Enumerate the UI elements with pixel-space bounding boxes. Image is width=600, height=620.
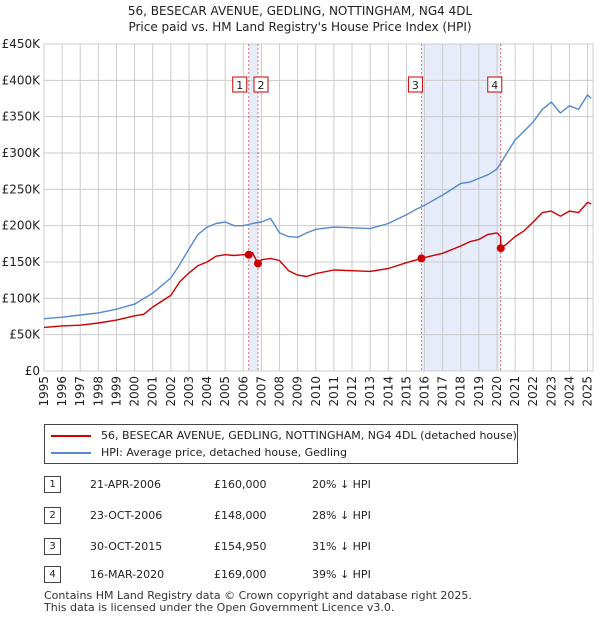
row-price: £160,000 (214, 478, 267, 491)
table-row: 2 23-OCT-2006 £148,000 28% ↓ HPI (44, 507, 564, 527)
sale-label-box (232, 76, 248, 93)
x-tick-label: 1995 (37, 376, 51, 407)
hpi-series-line (43, 94, 592, 320)
x-tick-label: 1998 (91, 376, 105, 407)
footer-line-licence: This data is licensed under the Open Gov… (44, 601, 395, 614)
y-tick-label: £450K (2, 37, 42, 51)
y-tick-label: £100K (2, 291, 42, 305)
y-tick-label: £200K (2, 219, 42, 233)
x-tick-label: 2003 (182, 376, 196, 407)
row-number: 2 (44, 507, 61, 524)
y-tick-label: £300K (2, 146, 42, 160)
x-tick-label: 2006 (236, 376, 250, 407)
x-tick-label: 2022 (526, 376, 540, 407)
x-tick-label: 2023 (544, 376, 558, 407)
table-row: 3 30-OCT-2015 £154,950 31% ↓ HPI (44, 538, 564, 558)
x-tick-label: 1997 (73, 376, 87, 407)
row-number: 1 (44, 476, 61, 493)
row-date: 16-MAR-2020 (90, 568, 165, 581)
sale-label-box (253, 76, 269, 93)
sale-label-number: 1 (236, 79, 243, 92)
x-tick-label: 2011 (327, 376, 341, 407)
plot-area (43, 43, 594, 372)
x-tick-label: 2001 (146, 376, 160, 407)
table-row: 4 16-MAR-2020 £169,000 39% ↓ HPI (44, 566, 564, 586)
row-price: £169,000 (214, 568, 267, 581)
blue-line-swatch (51, 451, 91, 454)
x-tick-label: 2021 (508, 376, 522, 407)
sale-label-number: 3 (412, 79, 419, 92)
sale-label-number: 4 (491, 79, 498, 92)
sale-point (253, 259, 262, 268)
row-date: 23-OCT-2006 (90, 509, 163, 522)
y-tick-label: £400K (2, 73, 42, 87)
row-hpi-diff: 31% ↓ HPI (312, 540, 371, 553)
price-chart: £0 £50K £100K £150K £200K £250K £300K £350K £400… (2, 37, 595, 407)
row-price: £154,950 (214, 540, 267, 553)
row-date: 30-OCT-2015 (90, 540, 163, 553)
x-tick-label: 2010 (309, 376, 323, 407)
chart-title: 56, BESECAR AVENUE, GEDLING, NOTTINGHAM,… (127, 4, 473, 18)
chart-subtitle: Price paid vs. HM Land Registry's House … (128, 20, 472, 34)
sale-label-number: 2 (257, 79, 264, 92)
x-tick-label: 2019 (472, 376, 486, 407)
legend-label-hpi: HPI: Average price, detached house, Gedl… (101, 446, 347, 459)
row-number: 4 (44, 566, 61, 583)
x-tick-label: 2005 (218, 376, 232, 407)
legend-item-hpi: HPI: Average price, detached house, Gedl… (51, 446, 347, 459)
row-price: £148,000 (214, 509, 267, 522)
x-tick-label: 2008 (273, 376, 287, 407)
x-tick-label: 2017 (436, 376, 450, 407)
footer-line-copyright: Contains HM Land Registry data © Crown c… (44, 589, 472, 602)
footer: Contains HM Land Registry data © Crown c… (44, 590, 472, 614)
row-date: 21-APR-2006 (90, 478, 162, 491)
x-tick-label: 2002 (164, 376, 178, 407)
x-tick-label: 2009 (291, 376, 305, 407)
sale-point (417, 254, 426, 263)
x-tick-label: 2007 (254, 376, 268, 407)
x-tick-label: 2025 (581, 376, 595, 407)
row-hpi-diff: 28% ↓ HPI (312, 509, 371, 522)
shaded-period (248, 44, 258, 371)
sale-label-box (487, 76, 503, 93)
y-tick-label: £250K (2, 182, 42, 196)
x-tick-label: 2016 (417, 376, 431, 407)
x-tick-label: 2024 (562, 376, 576, 407)
x-tick-label: 2013 (363, 376, 377, 407)
x-tick-label: 2018 (454, 376, 468, 407)
x-tick-label: 2004 (200, 376, 214, 407)
row-hpi-diff: 39% ↓ HPI (312, 568, 371, 581)
x-tick-label: 2000 (128, 376, 142, 407)
property-series-line (43, 201, 592, 329)
x-tick-label: 2020 (490, 376, 504, 407)
x-tick-label: 1996 (55, 376, 69, 407)
x-tick-label: 2012 (345, 376, 359, 407)
row-number: 3 (44, 538, 61, 555)
red-line-swatch (51, 434, 91, 437)
y-tick-label: £350K (2, 110, 42, 124)
sale-point (496, 244, 505, 253)
y-tick-label: £0 (25, 364, 40, 378)
table-row: 1 21-APR-2006 £160,000 20% ↓ HPI (44, 476, 564, 496)
legend-item-property: 56, BESECAR AVENUE, GEDLING, NOTTINGHAM,… (51, 429, 517, 442)
x-tick-label: 2014 (381, 376, 395, 407)
sale-label-box (407, 76, 423, 93)
y-tick-label: £150K (2, 255, 42, 269)
x-tick-label: 1999 (109, 376, 123, 407)
legend-label-property: 56, BESECAR AVENUE, GEDLING, NOTTINGHAM,… (101, 429, 517, 442)
sale-point (244, 250, 253, 259)
row-hpi-diff: 20% ↓ HPI (312, 478, 371, 491)
y-tick-label: £50K (9, 328, 41, 342)
legend: 56, BESECAR AVENUE, GEDLING, NOTTINGHAM,… (44, 424, 518, 464)
x-tick-label: 2015 (399, 376, 413, 407)
